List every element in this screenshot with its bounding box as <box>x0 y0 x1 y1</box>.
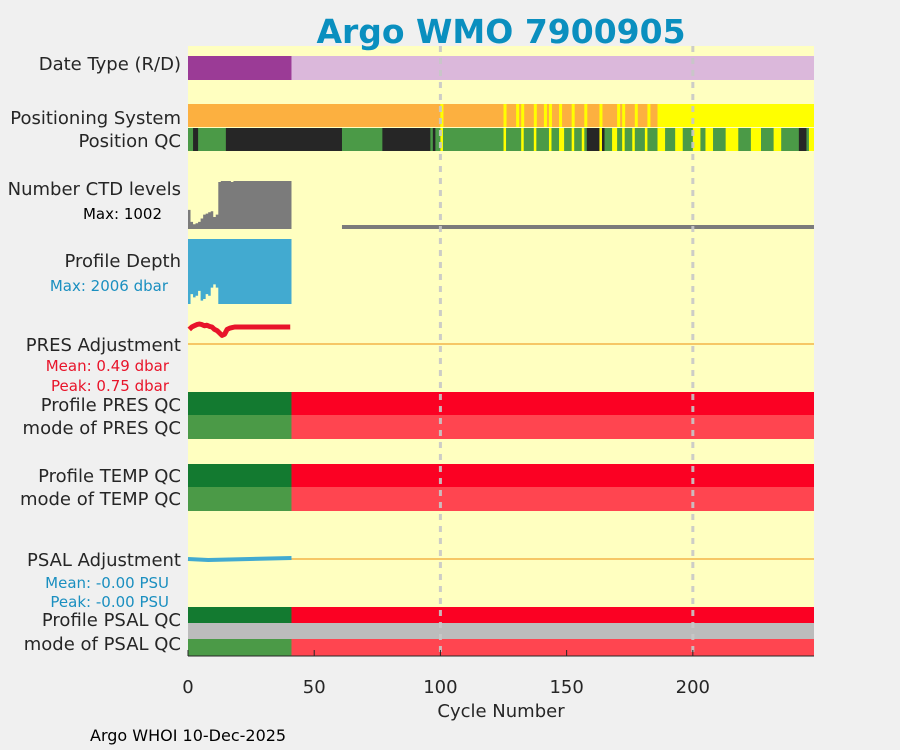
ctd-levels-area <box>188 181 292 229</box>
footer-credit: Argo WHOI 10-Dec-2025 <box>90 726 286 745</box>
mode-psal-qc-segment-0 <box>188 639 292 656</box>
x-tick-label-2: 100 <box>423 677 457 698</box>
x-tick-label-3: 150 <box>549 677 583 698</box>
positioning-other-mark-1 <box>503 104 507 127</box>
position-qc-segment-0 <box>193 128 199 151</box>
mode-pres-qc-segment-1 <box>291 415 814 439</box>
date-type-segment-1 <box>291 56 814 80</box>
row-label-mode-pres-qc: mode of PRES QC <box>23 418 181 439</box>
positioning-other-mark-14 <box>647 104 651 127</box>
row-label-positioning-system: Positioning System <box>10 108 181 129</box>
mode-temp-qc-segment-1 <box>291 487 814 511</box>
psal-peak-label: Peak: -0.00 PSU <box>50 593 169 611</box>
position-qc-segment-9 <box>559 128 565 151</box>
mode-pres-qc-segment-0 <box>188 415 292 439</box>
position-qc-segment-22 <box>725 128 739 151</box>
positioning-other-mark-6 <box>548 104 552 127</box>
x-tick-label-1: 50 <box>303 677 326 698</box>
mode-psal-qc-segment-1 <box>291 639 814 656</box>
row-label-profile-pres-qc: Profile PRES QC <box>41 395 181 416</box>
position-qc-segment-3 <box>432 128 436 151</box>
ctd-max-label: Max: 1002 <box>83 205 162 223</box>
position-qc-segment-19 <box>675 128 683 151</box>
profile-depth-area <box>188 239 292 304</box>
row-label-profile-depth: Profile Depth <box>64 251 181 272</box>
mode-temp-qc-segment-0 <box>188 487 292 511</box>
profile-temp-qc-segment-1 <box>291 464 814 487</box>
positioning-other-mark-8 <box>571 104 575 127</box>
profile-pres-qc-segment-0 <box>188 392 292 415</box>
position-qc-segment-21 <box>705 128 714 151</box>
position-qc-segment-24 <box>773 128 782 151</box>
profile-psal-qc-segment-1 <box>291 607 814 623</box>
position-qc-segment-14 <box>612 128 618 151</box>
positioning-other-mark-3 <box>521 104 525 127</box>
position-qc-segment-13 <box>599 128 602 151</box>
pres-peak-label: Peak: 0.75 dbar <box>51 377 170 395</box>
pres-adjustment-line <box>187 321 291 338</box>
positioning-other-mark-9 <box>584 104 588 127</box>
x-tick-label-4: 200 <box>676 677 710 698</box>
psal-gray-segment-0 <box>188 623 814 639</box>
position-qc-segment-26 <box>808 128 814 151</box>
positioning-other-mark-5 <box>543 104 547 127</box>
x-axis: 0 50 100 150 200 <box>182 650 814 698</box>
date-type-segment-0 <box>188 56 292 80</box>
positioning-other-mark-4 <box>533 104 537 127</box>
position-qc-segment-16 <box>632 128 635 151</box>
positioning-other-mark-2 <box>516 104 520 127</box>
position-qc-segment-17 <box>644 128 648 151</box>
positioning-other-band <box>657 104 814 127</box>
position-qc-segment-5 <box>503 128 507 151</box>
position-qc-segment-18 <box>657 128 666 151</box>
row-label-date-type: Date Type (R/D) <box>39 54 181 75</box>
position-qc-segment-10 <box>571 128 575 151</box>
position-qc-segment-15 <box>622 128 625 151</box>
position-qc-segment-23 <box>750 128 761 151</box>
ctd-levels-later-line <box>341 225 814 229</box>
position-qc-segment-11 <box>581 128 585 151</box>
chart-marks <box>187 56 814 656</box>
position-qc-segment-8 <box>548 128 552 151</box>
psal-mean-label: Mean: -0.00 PSU <box>45 574 169 592</box>
position-qc-segment-2 <box>382 128 431 151</box>
depth-max-label: Max: 2006 dbar <box>50 277 169 295</box>
profile-temp-qc-segment-0 <box>188 464 292 487</box>
position-qc-segment-6 <box>521 128 524 151</box>
row-label-mode-psal-qc: mode of PSAL QC <box>24 634 181 655</box>
position-qc-segment-25 <box>798 128 807 151</box>
position-qc-segment-20 <box>692 128 701 151</box>
positioning-other-mark-7 <box>559 104 563 127</box>
position-qc-segment-7 <box>533 128 537 151</box>
positioning-other-mark-0 <box>440 104 444 127</box>
positioning-other-mark-10 <box>599 104 603 127</box>
row-label-position-qc: Position QC <box>78 131 181 152</box>
x-tick-label-0: 0 <box>182 677 193 698</box>
positioning-other-mark-13 <box>634 104 638 127</box>
position-qc-segment-1 <box>225 128 342 151</box>
row-label-psal-adjustment: PSAL Adjustment <box>27 550 181 571</box>
chart-title: Argo WMO 7900905 <box>316 12 685 51</box>
psal-adjustment-line <box>187 556 292 563</box>
row-label-pres-adjustment: PRES Adjustment <box>26 335 181 356</box>
row-label-ctd-levels: Number CTD levels <box>8 179 181 200</box>
positioning-other-mark-12 <box>622 104 626 127</box>
x-axis-label: Cycle Number <box>437 701 565 722</box>
position-qc-segment-4 <box>440 128 443 151</box>
positioning-other-mark-11 <box>617 104 621 127</box>
row-label-mode-temp-qc: mode of TEMP QC <box>20 489 181 510</box>
gridlines <box>438 46 695 656</box>
profile-psal-qc-segment-0 <box>188 607 292 623</box>
row-label-profile-temp-qc: Profile TEMP QC <box>38 466 181 487</box>
pres-mean-label: Mean: 0.49 dbar <box>46 357 170 375</box>
row-label-profile-psal-qc: Profile PSAL QC <box>42 610 181 631</box>
profile-pres-qc-segment-1 <box>291 392 814 415</box>
